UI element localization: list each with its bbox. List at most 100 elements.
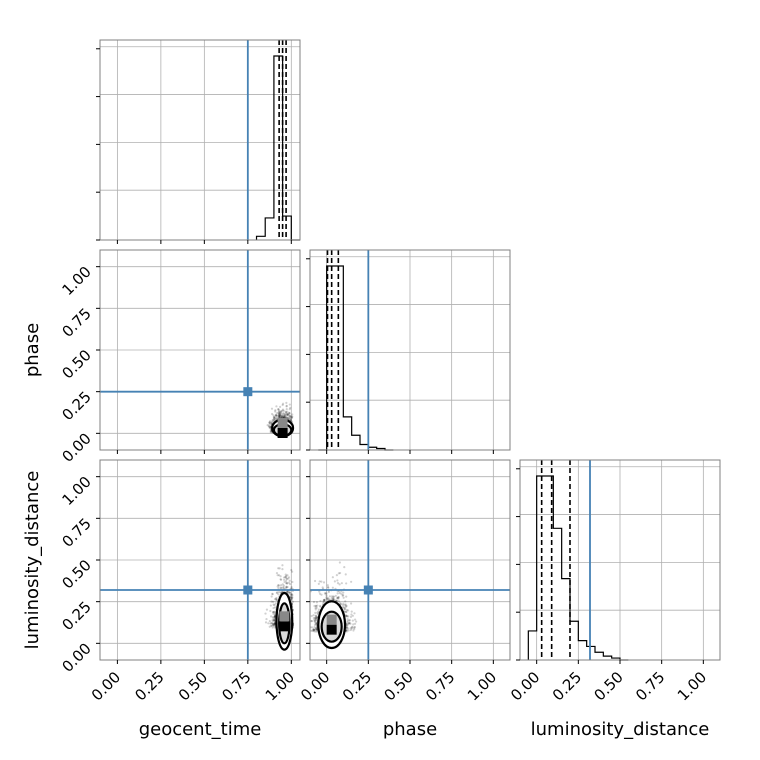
sample-point bbox=[274, 410, 277, 413]
sample-point bbox=[273, 417, 276, 420]
sample-point bbox=[272, 606, 275, 610]
y-tick-label: 0.00 bbox=[58, 639, 94, 675]
sample-point bbox=[288, 591, 291, 594]
sample-point bbox=[285, 404, 288, 407]
sample-point bbox=[341, 603, 345, 607]
sample-point bbox=[273, 626, 276, 629]
sample-point bbox=[272, 618, 276, 622]
sample-point bbox=[286, 581, 289, 585]
sample-point bbox=[344, 600, 347, 603]
sample-point bbox=[312, 628, 316, 631]
sample-point bbox=[290, 586, 293, 589]
sample-point bbox=[313, 604, 316, 608]
sample-point bbox=[269, 622, 272, 625]
y-tick-label: 0.25 bbox=[58, 598, 94, 634]
sample-point bbox=[284, 576, 287, 579]
sample-point bbox=[277, 408, 280, 411]
sample-point bbox=[313, 626, 316, 629]
sample-point bbox=[281, 583, 284, 586]
sample-point bbox=[273, 606, 277, 609]
sample-point bbox=[324, 591, 327, 595]
sample-point bbox=[276, 591, 279, 594]
sample-point bbox=[326, 584, 329, 587]
sample-point bbox=[350, 610, 353, 613]
sample-point bbox=[318, 590, 321, 593]
sample-point bbox=[279, 413, 282, 416]
sample-point bbox=[315, 617, 318, 620]
sample-point bbox=[285, 578, 288, 581]
sample-point bbox=[283, 416, 286, 419]
sample-point bbox=[268, 421, 271, 424]
sample-point bbox=[282, 586, 285, 589]
sample-point bbox=[275, 596, 278, 600]
sample-point bbox=[275, 416, 278, 420]
sample-point bbox=[288, 415, 291, 418]
sample-point bbox=[322, 581, 326, 584]
sample-point bbox=[288, 403, 291, 406]
sample-point bbox=[268, 425, 271, 428]
sample-point bbox=[282, 576, 286, 579]
sample-point bbox=[291, 580, 294, 584]
sample-point bbox=[347, 609, 350, 612]
sample-point bbox=[306, 629, 308, 631]
sample-point bbox=[264, 612, 267, 615]
sample-point bbox=[273, 612, 276, 615]
sample-point bbox=[315, 616, 318, 619]
sample-point bbox=[315, 628, 318, 632]
sample-point bbox=[350, 627, 353, 630]
sample-point bbox=[322, 600, 325, 604]
sample-point bbox=[277, 574, 281, 577]
sample-point bbox=[346, 619, 349, 623]
sample-point bbox=[273, 620, 276, 623]
sample-point bbox=[279, 591, 282, 594]
sample-point bbox=[349, 602, 353, 605]
sample-point bbox=[345, 610, 348, 613]
sample-point bbox=[347, 627, 350, 630]
x-tick-label: 0.75 bbox=[218, 668, 254, 704]
sample-point bbox=[342, 596, 345, 599]
sample-point bbox=[291, 413, 294, 416]
sample-point bbox=[275, 413, 278, 417]
sample-point bbox=[343, 610, 346, 613]
sample-point bbox=[318, 604, 322, 607]
sample-point bbox=[314, 622, 317, 625]
sample-point bbox=[353, 627, 356, 631]
sample-point bbox=[290, 415, 293, 418]
sample-point bbox=[317, 582, 320, 585]
sample-point bbox=[320, 593, 323, 596]
sample-point bbox=[311, 629, 314, 632]
sample-point bbox=[273, 622, 276, 625]
sample-point bbox=[314, 618, 317, 622]
sample-point bbox=[279, 586, 282, 589]
sample-point bbox=[277, 593, 280, 596]
sample-point bbox=[281, 409, 284, 412]
sample-point bbox=[337, 596, 340, 599]
sample-point bbox=[334, 599, 337, 602]
sample-point bbox=[314, 617, 317, 620]
sample-point bbox=[312, 628, 315, 631]
sample-point bbox=[305, 618, 307, 620]
x-tick-label: 0.25 bbox=[549, 668, 585, 704]
sample-point bbox=[314, 627, 317, 631]
sample-point bbox=[278, 567, 281, 570]
sample-point bbox=[269, 604, 272, 607]
sample-point bbox=[275, 413, 278, 417]
sample-point bbox=[270, 624, 273, 627]
sample-point bbox=[323, 600, 326, 603]
sample-point bbox=[346, 623, 349, 626]
sample-point bbox=[340, 592, 343, 596]
sample-point bbox=[319, 599, 322, 603]
sample-point bbox=[289, 418, 292, 422]
sample-point bbox=[270, 412, 274, 416]
sample-point bbox=[291, 596, 294, 599]
sample-point bbox=[270, 595, 273, 598]
panel-frame bbox=[99, 39, 301, 241]
sample-point bbox=[273, 604, 276, 607]
sample-point bbox=[345, 605, 348, 608]
sample-point bbox=[310, 614, 313, 618]
sample-point bbox=[340, 603, 343, 606]
density-peak bbox=[326, 624, 337, 635]
sample-point bbox=[342, 602, 345, 605]
sample-point bbox=[344, 608, 347, 611]
sample-point bbox=[314, 614, 317, 617]
